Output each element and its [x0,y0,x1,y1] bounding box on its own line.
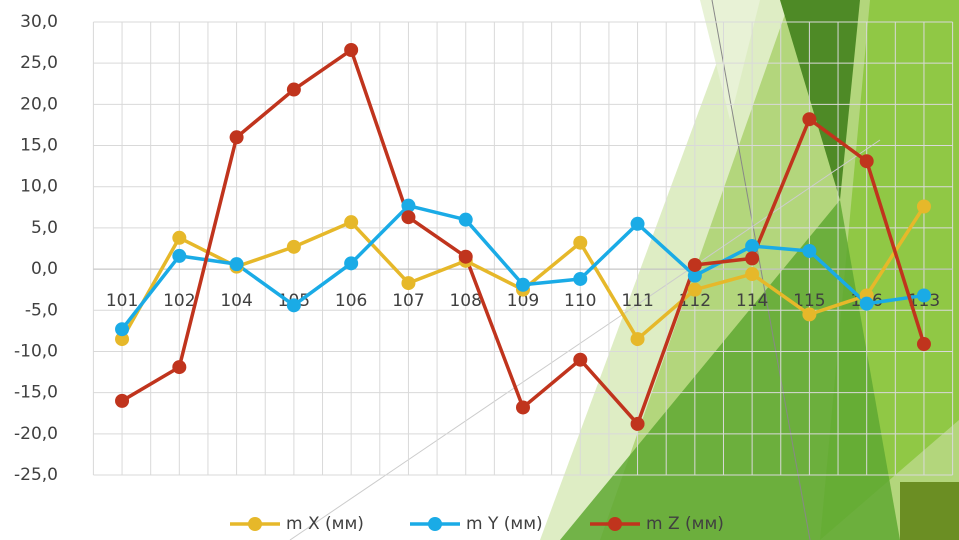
data-point [172,230,187,245]
x-tick-label: 108 [449,291,481,311]
data-point [115,393,130,408]
data-point [344,43,359,58]
data-point [916,337,931,352]
data-point [859,296,874,311]
y-tick-label: 30,0 [20,12,58,32]
data-point [687,282,702,297]
data-point [745,267,760,282]
x-tick-label: 107 [392,291,424,311]
y-tick-label: 5,0 [31,218,58,238]
data-point [401,276,416,291]
data-point [115,332,130,347]
y-tick-label: -10,0 [14,341,58,361]
x-tick-label: 109 [507,291,539,311]
x-tick-label: 111 [621,291,653,311]
data-point [573,271,588,286]
data-point [802,243,817,258]
data-point [286,239,301,254]
data-point [172,248,187,263]
data-point [859,154,874,169]
y-tick-label: 20,0 [20,94,58,114]
legend-marker [248,517,262,531]
y-tick-label: 25,0 [20,53,58,73]
data-point [916,288,931,303]
x-tick-label: 115 [793,291,825,311]
x-tick-label: 102 [163,291,195,311]
data-point [630,332,645,347]
data-point [401,210,416,225]
data-point [229,130,244,145]
data-point [630,216,645,231]
data-point [401,198,416,213]
data-point [344,256,359,271]
data-point [344,215,359,230]
y-tick-label: 0,0 [31,259,58,279]
data-point [802,112,817,127]
data-point [115,322,130,337]
x-tick-label: 101 [106,291,138,311]
x-tick-label: 114 [736,291,768,311]
data-point [172,360,187,375]
legend-label: m Y (мм) [466,514,543,534]
legend-marker [428,517,442,531]
y-tick-label: 10,0 [20,177,58,197]
data-point [458,249,473,264]
data-point [286,82,301,97]
data-point [745,251,760,266]
data-point [630,416,645,431]
y-tick-label: -25,0 [14,465,58,485]
data-point [458,212,473,227]
data-point [687,268,702,283]
data-point [573,235,588,250]
y-tick-label: -5,0 [25,300,58,320]
y-tick-label: -15,0 [14,383,58,403]
data-point [745,239,760,254]
data-point [573,352,588,367]
legend-label: m X (мм) [286,514,364,534]
data-point [802,307,817,322]
x-tick-label: 104 [220,291,252,311]
legend-label: m Z (мм) [646,514,724,534]
data-point [286,298,301,313]
legend-marker [608,517,622,531]
data-point [916,199,931,214]
data-point [687,257,702,272]
data-point [229,257,244,272]
data-point [516,277,530,292]
y-tick-label: 15,0 [20,136,58,156]
y-tick-label: -20,0 [14,424,58,444]
data-point [516,400,530,415]
background-decoration [289,0,959,540]
x-tick-label: 110 [564,291,596,311]
x-tick-label: 106 [335,291,367,311]
